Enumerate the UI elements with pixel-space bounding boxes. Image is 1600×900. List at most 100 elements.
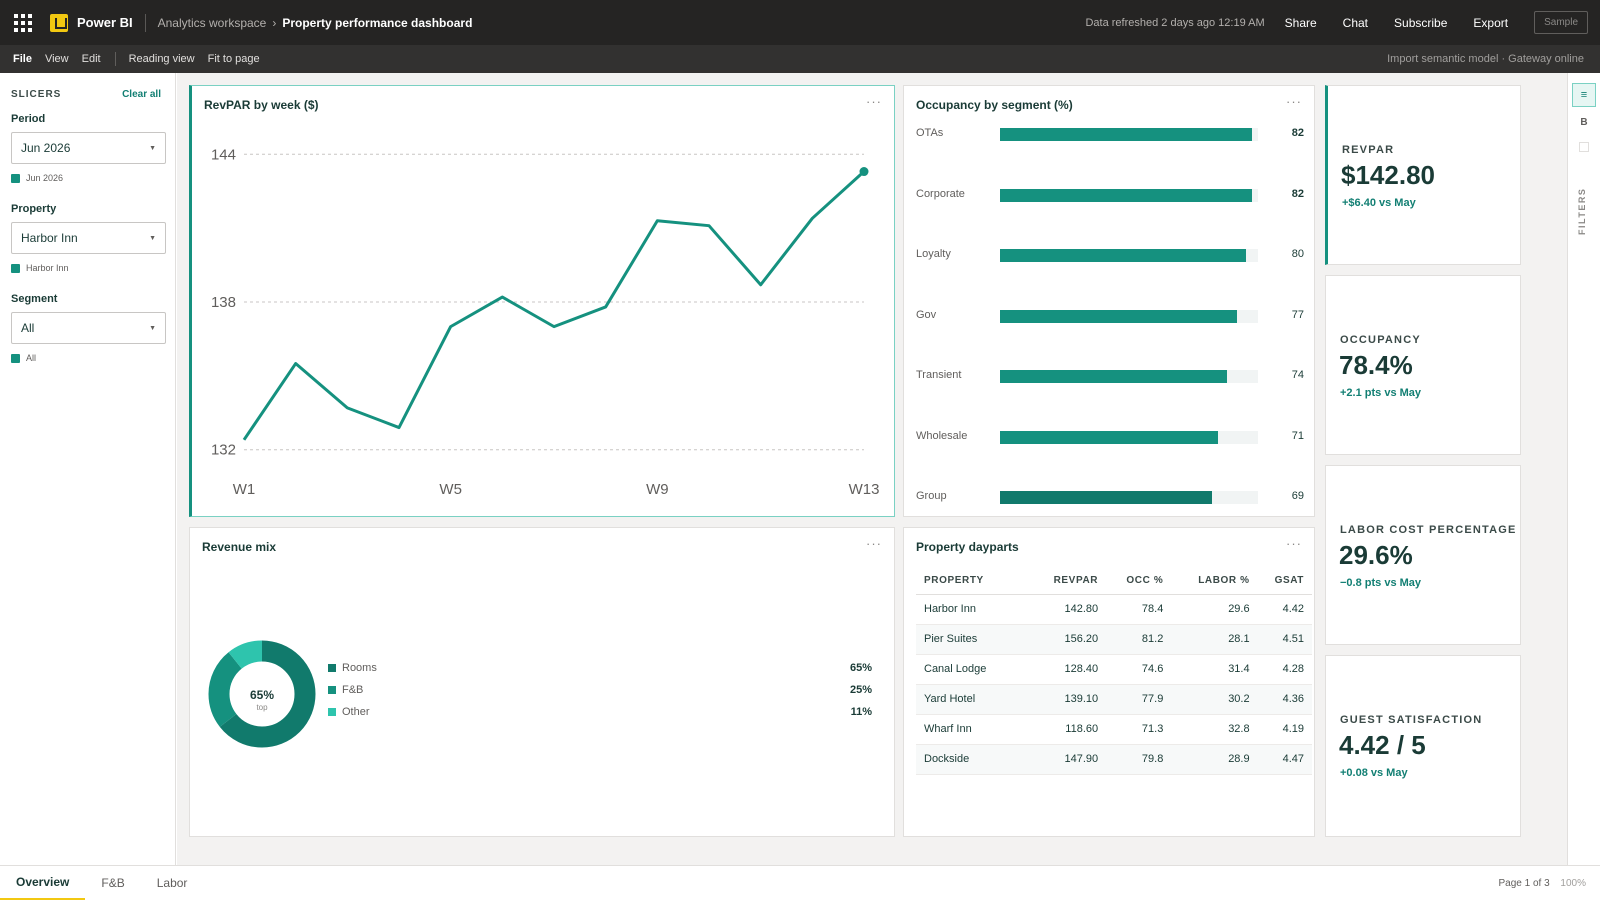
subscribe-button[interactable]: Subscribe [1394,15,1448,30]
table-cell: Canal Lodge [916,654,1030,685]
table-cell: 4.42 [1257,594,1312,625]
app-header: Power BI Analytics workspace › Property … [0,0,1600,45]
column-header[interactable]: LABOR % [1171,568,1258,595]
kpi-card-guest-satisfaction[interactable]: GUEST SATISFACTION 4.42 / 5 +0.08 vs May [1325,655,1521,837]
app-launcher-icon[interactable] [14,13,32,32]
kpi-card-labor[interactable]: LABOR COST PERCENTAGE 29.6% −0.8 pts vs … [1325,465,1521,645]
table-row[interactable]: Pier Suites 156.20 81.2 28.1 4.51 [916,624,1312,655]
dayparts-table-card[interactable]: Property dayparts ··· PROPERTY REVPAR OCC … [903,527,1315,837]
legend-item[interactable]: Other 11% [328,706,884,720]
report-canvas: RevPAR by week ($) ··· 132 138 144 W1 W5 W9 W1… [177,73,1567,865]
page-tab-labor[interactable]: Labor [156,876,188,890]
revpar-series-line [242,170,866,441]
selection-pane-icon[interactable] [1579,142,1589,152]
bar-value-label: 71 [1291,429,1304,442]
table-row[interactable]: Canal Lodge 128.40 74.6 31.4 4.28 [916,654,1312,685]
table-row[interactable]: Yard Hotel 139.10 77.9 30.2 4.36 [916,684,1312,715]
sample-button[interactable]: Sample [1534,11,1588,34]
refresh-status: Data refreshed 2 days ago 12:19 AM [1085,16,1265,29]
revpar-chart-card[interactable]: RevPAR by week ($) ··· 132 138 144 W1 W5 W9 W1… [189,85,895,517]
zoom-level[interactable]: 100% [1560,877,1586,889]
clear-all-button[interactable]: Clear all [122,89,161,100]
bar-track [1000,491,1258,504]
kpi-label: REVPAR [1342,144,1395,156]
table-cell: 30.2 [1171,684,1258,715]
bar-row[interactable]: Group 69 [916,489,1316,505]
legend-swatch-icon [328,686,336,694]
legend-item[interactable]: Rooms 65% [328,662,884,676]
kpi-card-revpar[interactable]: REVPAR $142.80 +$6.40 vs May [1325,85,1521,265]
bar-value-label: 82 [1291,127,1304,139]
segment-chip[interactable]: All [0,353,166,363]
bar-row[interactable]: Corporate 82 [916,187,1316,203]
legend-item[interactable]: F&B 25% [328,684,884,698]
bar-track [1000,370,1258,383]
bar-category-label: OTAs [916,127,944,139]
breadcrumb-workspace[interactable]: Analytics workspace [157,15,267,30]
donut-slice[interactable] [208,640,316,748]
bar-category-label: Loyalty [916,248,951,260]
table-cell: 142.80 [1029,594,1107,625]
more-options-icon[interactable]: ··· [1286,536,1302,551]
segment-dropdown[interactable]: All ▼ [11,312,166,344]
table-cell: Harbor Inn [916,594,1030,625]
table-cell: 4.47 [1257,744,1312,775]
file-menu[interactable]: File [13,53,32,65]
bookmarks-icon[interactable]: B [1580,117,1588,128]
bar-row[interactable]: OTAs 82 [916,126,1316,142]
table-cell: 4.19 [1257,714,1312,745]
column-header[interactable]: OCC % [1106,568,1172,595]
chat-button[interactable]: Chat [1342,15,1369,30]
fit-to-page-button[interactable]: Fit to page [207,53,260,65]
bar-row[interactable]: Loyalty 80 [916,247,1316,263]
page-tab-overview[interactable]: Overview [0,866,86,900]
period-chip[interactable]: Jun 2026 [0,173,166,183]
bar-track [1000,128,1258,141]
table-cell: 139.10 [1029,684,1107,715]
more-options-icon[interactable]: ··· [1286,94,1302,109]
table-cell: Pier Suites [916,624,1030,655]
bar-row[interactable]: Transient 74 [916,368,1316,384]
legend-label: F&B [342,684,364,696]
table-cell: 128.40 [1029,654,1107,685]
more-options-icon[interactable]: ··· [866,94,882,109]
chevron-down-icon: ▼ [149,144,156,152]
revpar-line-chart: 132 138 144 W1 W5 W9 W13 [211,146,879,498]
property-chip[interactable]: Harbor Inn [0,263,166,273]
property-value: Harbor Inn [21,231,78,245]
kpi-delta: +2.1 pts vs May [1340,387,1422,399]
period-dropdown[interactable]: Jun 2026 ▼ [11,132,166,164]
kpi-card-occupancy[interactable]: OCCUPANCY 78.4% +2.1 pts vs May [1325,275,1521,455]
property-chip-label: Harbor Inn [26,263,69,273]
donut-slice[interactable] [208,640,316,748]
slicer-period-label: Period [11,113,46,125]
column-header[interactable]: REVPAR [1029,568,1107,595]
occupancy-chart-card[interactable]: Occupancy by segment (%) ··· OTAs 82 Corpo… [903,85,1315,517]
export-button[interactable]: Export [1473,15,1509,30]
reading-view-button[interactable]: Reading view [128,53,195,65]
kpi-value: $142.80 [1341,160,1435,190]
table-row[interactable]: Harbor Inn 142.80 78.4 29.6 4.42 [916,594,1312,625]
table-cell: 71.3 [1106,714,1172,745]
table-row[interactable]: Wharf Inn 118.60 71.3 32.8 4.19 [916,714,1312,745]
column-header[interactable]: GSAT [1257,568,1312,595]
revenue-mix-title: Revenue mix [202,540,277,554]
revenue-mix-card[interactable]: Revenue mix ··· 65% top Rooms 65% F&B 25% Oth… [189,527,895,837]
visualizations-menu-icon[interactable]: ≡ [1572,83,1596,107]
view-menu[interactable]: View [44,53,69,65]
occupancy-chart-title: Occupancy by segment (%) [916,98,1073,112]
bar-row[interactable]: Gov 77 [916,308,1316,324]
filters-pane-toggle[interactable]: FILTERS [1577,187,1587,235]
property-dropdown[interactable]: Harbor Inn ▼ [11,222,166,254]
table-row[interactable]: Dockside 147.90 79.8 28.9 4.47 [916,744,1312,775]
edit-menu[interactable]: Edit [81,53,101,65]
slicers-title: SLICERS [11,89,62,100]
revenue-mix-donut: 65%top [208,640,316,748]
page-tab-fnb[interactable]: F&B [101,876,125,890]
bar-row[interactable]: Wholesale 71 [916,429,1316,445]
more-options-icon[interactable]: ··· [866,536,882,551]
column-header[interactable]: PROPERTY [916,568,1030,595]
table-cell: 28.1 [1171,624,1258,655]
x-tick-label: W1 [233,481,256,498]
share-button[interactable]: Share [1284,15,1317,30]
